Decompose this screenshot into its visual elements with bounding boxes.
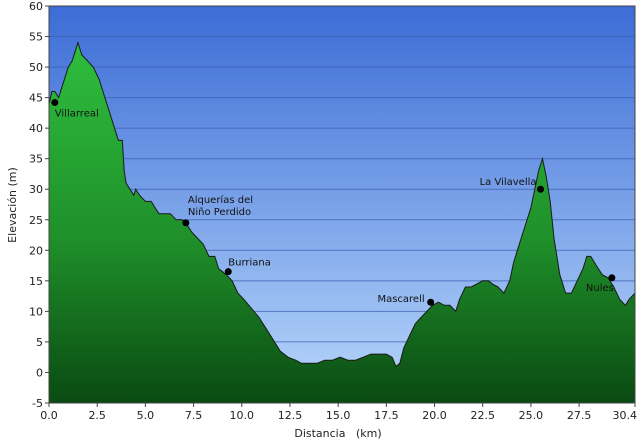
y-tick-label: 10 — [29, 305, 43, 318]
x-tick-label: 2.5 — [88, 409, 106, 422]
y-tick-label: 30 — [29, 183, 43, 196]
x-tick-label: 5.0 — [137, 409, 155, 422]
place-marker-dot — [51, 99, 59, 107]
x-tick-label: 27.5 — [567, 409, 592, 422]
y-tick-label: 50 — [29, 61, 43, 74]
y-tick-label: 20 — [29, 244, 43, 257]
y-tick-label: -5 — [32, 397, 43, 410]
place-label: Burriana — [228, 258, 271, 269]
y-axis-label: Elevación (m) — [6, 167, 19, 243]
y-tick-label: 25 — [29, 214, 43, 227]
place-label: Mascarell — [377, 294, 424, 305]
place-label: La Vilavella — [480, 177, 537, 188]
place-label: Alquerías del — [188, 194, 253, 206]
x-tick-label: 30.4 — [613, 409, 638, 422]
x-tick-label: 25.0 — [519, 409, 544, 422]
place-label: Niño Perdido — [188, 207, 251, 218]
x-tick-label: 12.5 — [278, 409, 303, 422]
x-tick-label: 22.5 — [470, 409, 495, 422]
x-tick-label: 7.5 — [185, 409, 203, 422]
x-tick-label: 10.0 — [230, 409, 255, 422]
x-tick-label: 15.0 — [326, 409, 351, 422]
y-tick-label: 15 — [29, 275, 43, 288]
place-label: Villarreal — [55, 109, 99, 120]
place-marker-dot — [427, 298, 435, 306]
x-tick-label: 20.0 — [422, 409, 447, 422]
x-axis-ticks: 0.0 2.5 5.0 7.5 10.0 12.5 15.0 17.5 20.0 22.5 25.0… — [40, 403, 637, 422]
elevation-outline — [49, 40, 635, 368]
y-tick-label: 55 — [29, 31, 43, 44]
x-tick-label: 0.0 — [40, 409, 58, 422]
y-tick-label: 35 — [29, 153, 43, 166]
place-marker-dot — [224, 268, 232, 276]
y-tick-label: 40 — [29, 122, 43, 135]
place-marker-dot — [182, 219, 190, 227]
place-marker-dot — [608, 274, 616, 282]
y-tick-label: 5 — [36, 336, 43, 349]
place-marker-dot — [537, 185, 545, 193]
place-label: Nules — [586, 283, 614, 294]
y-tick-label: 45 — [29, 92, 43, 105]
y-tick-label: 0 — [36, 366, 43, 379]
y-axis-ticks: -5 0 5 10 15 20 25 30 35 40 45 50 55 60 — [29, 0, 49, 410]
y-tick-label: 60 — [29, 0, 43, 13]
elevation-area — [49, 42, 635, 403]
x-tick-label: 17.5 — [374, 409, 399, 422]
plot-frame — [48, 5, 636, 404]
x-axis-label: Distancia (km) — [294, 427, 381, 440]
